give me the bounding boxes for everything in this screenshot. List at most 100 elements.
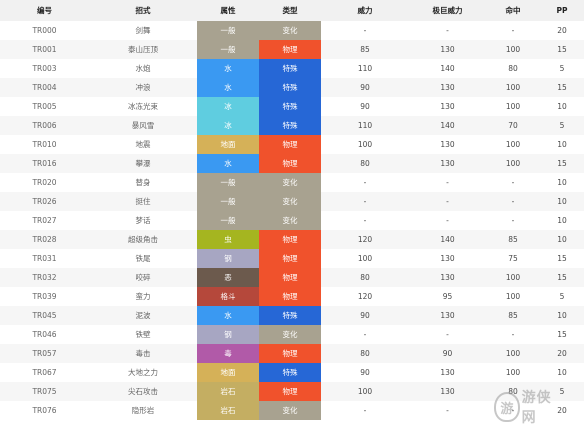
cell-move-name: 超级角击 [89, 230, 197, 249]
header-move[interactable]: 招式 [89, 0, 197, 21]
cell-accuracy: 100 [505, 102, 521, 111]
cell-accuracy: 100 [505, 292, 521, 301]
table-row: TR004 冲浪水特殊 90 130 100 15 [0, 78, 584, 97]
cell-accuracy: - [511, 178, 515, 187]
header-max-power[interactable]: 极巨威力 [409, 0, 486, 21]
cell-power: 90 [360, 102, 370, 111]
cell-category: 物理 [259, 382, 321, 401]
table-row: TR027 梦话 一般 变化 - - - 10 [0, 211, 584, 230]
cell-number: TR039 [32, 292, 57, 301]
cell-accuracy: 100 [486, 40, 540, 59]
cell-category: 特殊 [259, 363, 321, 382]
cell-move-name: 铁尾 [135, 254, 151, 263]
cell-move-name: 暴风雪 [89, 116, 197, 135]
cell-number: TR000 [32, 26, 57, 35]
cell-accuracy: - [511, 330, 515, 339]
cell-power: 80 [321, 344, 409, 363]
cell-number: TR001 [0, 40, 89, 59]
cell-pp: 15 [557, 254, 567, 263]
cell-max-power: 140 [409, 230, 486, 249]
cell-number: TR045 [0, 306, 89, 325]
table-row: TR039 蛮力 格斗 物理 120 95 100 5 [0, 287, 584, 306]
cell-pp: 10 [557, 178, 567, 187]
cell-move-name: 攀瀑 [89, 154, 197, 173]
cell-accuracy: 100 [486, 78, 540, 97]
cell-type: 一般 [197, 192, 259, 211]
cell-max-power: - [446, 178, 449, 187]
cell-category: 特殊 [259, 116, 321, 135]
cell-move-name: 咬碎 [89, 268, 197, 287]
cell-type: 恶 [197, 268, 259, 287]
header-power[interactable]: 威力 [321, 0, 409, 21]
cell-max-power: 130 [409, 78, 486, 97]
header-accuracy[interactable]: 命中 [486, 0, 540, 21]
cell-type: 水 [197, 59, 259, 78]
table-row: TR010 地震 地面 物理 100 130 100 10 [0, 135, 584, 154]
cell-pp: 15 [540, 78, 584, 97]
table-row: TR075 尖石攻击 岩石 物理 100 130 80 5 [0, 382, 584, 401]
cell-pp: 10 [557, 368, 567, 377]
cell-type: 岩石 [197, 401, 259, 420]
cell-power: 110 [321, 116, 409, 135]
cell-number: TR046 [32, 330, 57, 339]
table-row: TR028 超级角击虫物理 120 140 85 10 [0, 230, 584, 249]
cell-power: - [363, 330, 367, 339]
cell-pp: 10 [540, 192, 584, 211]
table-header-row: 编号 招式 属性 类型 威力 极巨威力 命中 PP [0, 0, 584, 21]
header-number[interactable]: 编号 [0, 0, 89, 21]
cell-max-power: 130 [440, 254, 455, 263]
cell-move-name: 隐形岩 [131, 406, 155, 415]
cell-accuracy: 100 [486, 268, 540, 287]
cell-type: 冰 [197, 97, 259, 116]
cell-category: 物理 [259, 268, 321, 287]
table-row: TR020 替身 一般 变化 - - - 10 [0, 173, 584, 192]
cell-pp: 5 [540, 116, 584, 135]
cell-move-name: 泥波 [89, 306, 197, 325]
cell-pp: 15 [540, 268, 584, 287]
cell-type: 水 [197, 154, 259, 173]
cell-accuracy: 85 [486, 306, 540, 325]
cell-power: 100 [357, 254, 373, 263]
cell-max-power: 130 [440, 368, 455, 377]
table-row: TR046 铁壁 钢变化 - - - 15 [0, 325, 584, 344]
cell-type: 岩石 [197, 382, 259, 401]
cell-accuracy: 100 [486, 154, 540, 173]
table-row: TR045 泥波水特殊 90 130 85 10 [0, 306, 584, 325]
cell-move-name: 剑舞 [135, 26, 151, 35]
table-body: TR000 剑舞 一般 变化 - - -20 TR001 泰山压顶 一般 物理 85 130 100 15 T… [0, 21, 584, 420]
header-pp[interactable]: PP [540, 0, 584, 21]
site-watermark: 游 游侠网 [494, 386, 566, 428]
cell-pp: 5 [559, 292, 565, 301]
cell-number: TR004 [0, 78, 89, 97]
header-category[interactable]: 类型 [259, 0, 321, 21]
cell-accuracy: - [511, 216, 515, 225]
cell-type: 格斗 [197, 287, 259, 306]
cell-category: 变化 [259, 401, 321, 420]
cell-max-power: 130 [409, 382, 486, 401]
table-row: TR003 水炮 水特殊 110 140 80 5 [0, 59, 584, 78]
table-row: TR067 大地之力 地面 特殊 90 130 100 10 [0, 363, 584, 382]
cell-type: 毒 [197, 344, 259, 363]
cell-number: TR031 [32, 254, 57, 263]
cell-power: 90 [321, 78, 409, 97]
cell-category: 变化 [259, 325, 321, 344]
table-row: TR031 铁尾 钢物理 100 130 75 15 [0, 249, 584, 268]
cell-max-power: - [446, 406, 449, 415]
cell-power: 85 [321, 40, 409, 59]
table-row: TR026 挺住 一般 变化 - - -10 [0, 192, 584, 211]
cell-move-name: 蛮力 [135, 292, 151, 301]
cell-pp: 10 [540, 306, 584, 325]
cell-power: 80 [321, 268, 409, 287]
header-type[interactable]: 属性 [197, 0, 259, 21]
cell-power: - [363, 178, 367, 187]
cell-category: 变化 [259, 21, 321, 40]
cell-category: 特殊 [259, 306, 321, 325]
cell-type: 一般 [197, 211, 259, 230]
cell-accuracy: 75 [508, 254, 518, 263]
cell-power: 100 [321, 382, 409, 401]
cell-move-name: 梦话 [135, 216, 151, 225]
cell-number: TR075 [0, 382, 89, 401]
cell-number: TR027 [32, 216, 57, 225]
cell-move-name: 地震 [135, 140, 151, 149]
watermark-text: 游侠网 [521, 390, 552, 426]
